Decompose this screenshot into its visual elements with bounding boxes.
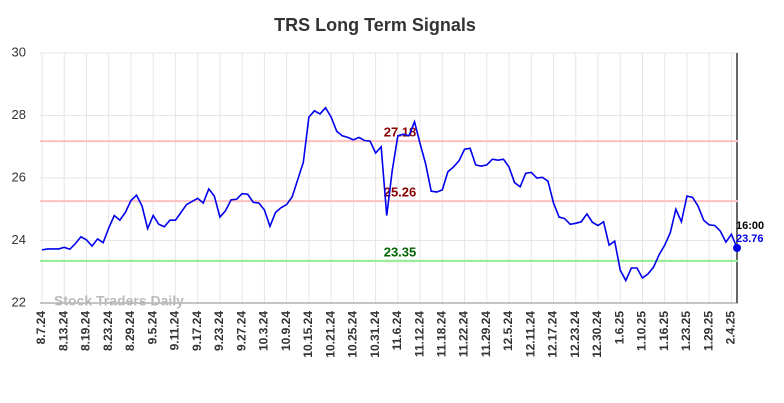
x-tick-label: 9.17.24 [190,311,204,351]
x-tick-label: 10.25.24 [346,311,360,358]
last-point [733,244,741,252]
x-tick-label: 12.23.24 [568,311,582,358]
x-tick-label: 9.5.24 [145,311,159,345]
x-tick-label: 12.30.24 [590,311,604,358]
x-tick-label: 10.21.24 [323,311,337,358]
x-tick-label: 11.6.24 [390,311,404,351]
x-tick-label: 1.6.25 [612,311,626,345]
y-tick-label: 28 [12,107,26,122]
y-tick-label: 22 [12,294,26,309]
x-tick-label: 10.15.24 [301,311,315,358]
x-tick-label: 9.27.24 [234,311,248,351]
x-tick-label: 8.7.24 [34,311,48,345]
x-tick-label: 11.12.24 [412,311,426,357]
y-tick-label: 26 [12,169,26,184]
x-tick-label: 12.11.24 [523,311,537,357]
x-tick-label: 12.17.24 [546,311,560,358]
x-tick-label: 8.29.24 [123,311,137,351]
x-tick-label: 8.23.24 [101,311,115,351]
last-value: 23.76 [736,233,764,245]
y-tick-label: 24 [12,232,26,247]
signal-label: 25.26 [384,185,417,200]
x-tick-label: 1.29.25 [701,311,715,351]
x-tick-label: 10.31.24 [368,311,382,358]
signal-label: 23.35 [384,244,417,259]
x-tick-label: 8.13.24 [56,311,70,351]
x-tick-label: 9.11.24 [168,311,182,351]
x-tick-label: 10.9.24 [279,311,293,351]
last-time: 16:00 [736,220,764,232]
signal-label: 27.18 [384,125,417,140]
x-tick-label: 1.23.25 [679,311,693,351]
chart-title: TRS Long Term Signals [274,15,476,35]
x-tick-label: 1.16.25 [657,311,671,351]
price-line [41,106,738,283]
y-tick-label: 30 [12,44,26,59]
x-tick-label: 8.19.24 [79,311,93,351]
x-tick-label: 11.22.24 [457,311,471,357]
x-tick-label: 1.10.25 [635,311,649,351]
x-tick-label: 9.23.24 [212,311,226,351]
x-tick-label: 12.5.24 [501,311,515,351]
x-tick-label: 11.29.24 [479,311,493,357]
watermark: Stock Traders Daily [54,293,184,309]
x-tick-label: 11.18.24 [434,311,448,357]
x-tick-label: 2.4.25 [724,311,738,345]
x-tick-label: 10.3.24 [257,311,271,351]
